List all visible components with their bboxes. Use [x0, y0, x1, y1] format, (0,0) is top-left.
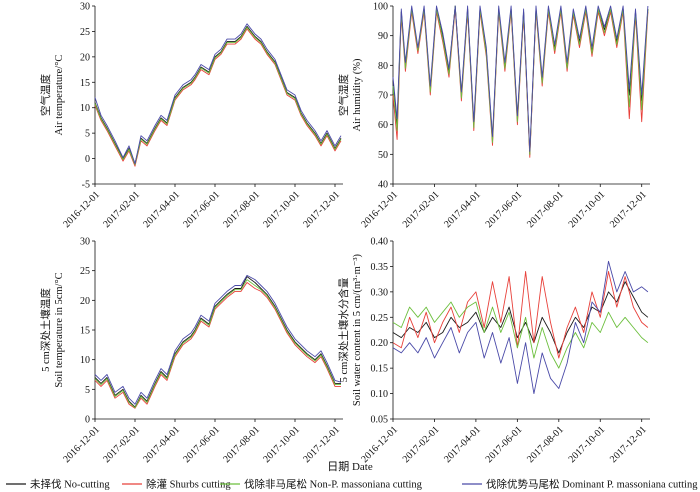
- x-tick-label: 2016-12-01: [359, 189, 400, 230]
- y-tick-label: 0.05: [371, 415, 389, 426]
- x-tick-label: 2017-06-01: [484, 189, 525, 230]
- y-tick-label: 0.40: [371, 237, 389, 248]
- y-tick-label: 25: [80, 27, 90, 38]
- series-line-4: [392, 5, 649, 152]
- x-tick-label: 2017-06-01: [181, 189, 222, 230]
- y-tick-label: 20: [80, 296, 90, 307]
- y-tick-label: 30: [80, 2, 90, 13]
- y-axis-label-cn: 5 cm深处土壤温度: [39, 288, 52, 372]
- x-tick-label: 2017-06-01: [484, 424, 525, 465]
- legend-label: 除灌 Shurbs cutting: [146, 478, 231, 491]
- x-tick-label: 2017-04-01: [141, 424, 182, 465]
- series-line-3: [392, 301, 649, 369]
- y-tick-label: 50: [378, 150, 388, 161]
- y-tick-label: 70: [378, 91, 388, 102]
- y-axis-label-cn: 5 cm深处土壤水分含量: [337, 277, 350, 382]
- legend-label: 伐除优势马尾松 Dominant P. massoniana cutting: [486, 478, 698, 491]
- x-tick-label: 2017-02-01: [101, 189, 142, 230]
- x-tick-label: 2017-04-01: [442, 189, 483, 230]
- y-axis-label-en: Air temperature/°C: [54, 55, 65, 136]
- x-tick-label: 2017-08-01: [221, 424, 262, 465]
- y-tick-label: 0.10: [371, 389, 389, 400]
- x-tick-label: 2017-08-01: [525, 424, 566, 465]
- y-tick-label: 100: [373, 2, 388, 13]
- y-tick-label: -5: [82, 180, 90, 191]
- y-tick-label: 15: [80, 78, 90, 89]
- x-tick-label: 2017-06-01: [181, 424, 222, 465]
- series-line-2: [94, 282, 341, 409]
- series-line-2: [94, 28, 342, 167]
- x-tick-label: 2017-12-01: [608, 424, 649, 465]
- y-tick-label: 20: [80, 52, 90, 63]
- y-tick-label: 0: [85, 415, 90, 426]
- legend-label: 伐除非马尾松 Non-P. massoniana cutting: [244, 478, 423, 491]
- x-tick-label: 2017-10-01: [567, 424, 608, 465]
- y-tick-label: 25: [80, 266, 90, 277]
- x-tick-label: 2017-04-01: [442, 424, 483, 465]
- legend-item-3: 伐除非马尾松 Non-P. massoniana cutting: [220, 478, 423, 491]
- x-tick-label: 2017-12-01: [608, 189, 649, 230]
- y-tick-label: 10: [80, 355, 90, 366]
- series-line-4: [94, 23, 342, 165]
- y-tick-label: 0: [85, 154, 90, 165]
- y-tick-label: 90: [378, 31, 388, 42]
- x-tick-label: 2017-02-01: [401, 424, 442, 465]
- x-tick-label: 2017-10-01: [261, 424, 302, 465]
- series-line-4: [94, 274, 342, 405]
- x-tick-label: 2017-10-01: [261, 189, 302, 230]
- y-tick-label: 10: [80, 103, 90, 114]
- y-tick-label: 60: [378, 120, 388, 131]
- y-tick-label: 0.25: [371, 313, 389, 324]
- panel-bottom-left: 0 5 10 15 20 25 30 2016-12-01 2017-02-01 2017-04-…: [39, 237, 343, 465]
- x-tick-label: 2017-10-01: [567, 189, 608, 230]
- x-tick-label: 2017-12-01: [301, 189, 342, 230]
- y-tick-label: 80: [378, 61, 388, 72]
- y-axis-label-cn: 空气温度: [39, 74, 52, 116]
- y-tick-label: 0.35: [371, 262, 389, 273]
- x-tick-label: 2016-12-01: [61, 189, 102, 230]
- legend-item-1: 未择伐 No-cutting: [6, 478, 110, 491]
- x-tick-label: 2017-12-01: [301, 424, 342, 465]
- legend-item-4: 伐除优势马尾松 Dominant P. massoniana cutting: [462, 478, 698, 491]
- legend: 未择伐 No-cutting 除灌 Shurbs cutting 伐除非马尾松 No…: [6, 478, 698, 491]
- series-line-3: [94, 279, 341, 409]
- x-tick-label: 2017-02-01: [101, 424, 142, 465]
- y-axis-label-cn: 空气湿度: [337, 74, 350, 116]
- y-axis-label-en: Soil water content in 5 cm/(m³·m⁻³): [352, 253, 363, 406]
- series-line-3: [392, 5, 649, 155]
- panel-bottom-right: 0.05 0.10 0.15 0.20 0.25 0.30 0.35 0.40 2016-12-…: [337, 237, 650, 465]
- series-line-3: [94, 26, 342, 166]
- x-tick-label: 2017-08-01: [525, 189, 566, 230]
- y-tick-label: 15: [80, 326, 90, 337]
- series-line-1: [392, 281, 649, 354]
- series-line-2: [392, 271, 649, 359]
- x-tick-label: 2017-04-01: [141, 189, 182, 230]
- x-tick-label: 2016-12-01: [61, 424, 102, 465]
- series-line-4: [392, 260, 649, 395]
- y-tick-label: 0.20: [371, 338, 389, 349]
- legend-item-2: 除灌 Shurbs cutting: [122, 478, 231, 491]
- series-line-1: [94, 25, 342, 165]
- legend-label: 未择伐 No-cutting: [30, 478, 110, 491]
- y-tick-label: 5: [85, 385, 90, 396]
- y-tick-label: 40: [378, 180, 388, 191]
- x-tick-label: 2016-12-01: [359, 424, 400, 465]
- y-axis-label-en: Air humidity (%): [352, 58, 363, 131]
- y-axis-label-en: Soil temperature in 5cm/°C: [54, 272, 65, 387]
- series-line-2: [392, 8, 649, 158]
- y-tick-label: 30: [80, 237, 90, 248]
- y-tick-label: 5: [85, 129, 90, 140]
- series-line-1: [94, 276, 341, 408]
- y-tick-label: 0.15: [371, 364, 389, 375]
- x-tick-label: 2017-02-01: [401, 189, 442, 230]
- x-tick-label: 2017-08-01: [221, 189, 262, 230]
- y-tick-label: 0.30: [371, 287, 389, 298]
- x-axis-title: 日期 Date: [327, 460, 373, 473]
